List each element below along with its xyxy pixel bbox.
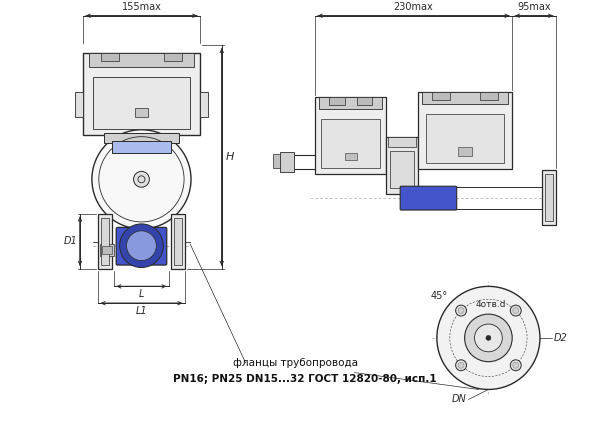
Circle shape — [458, 308, 464, 313]
Circle shape — [437, 286, 540, 389]
Bar — [357, 97, 373, 105]
Bar — [93, 77, 190, 129]
Text: DN: DN — [452, 394, 467, 404]
Bar — [458, 147, 472, 156]
Circle shape — [513, 308, 518, 313]
Bar — [329, 97, 344, 105]
Bar — [388, 137, 416, 147]
Bar — [273, 153, 280, 168]
Bar — [135, 108, 148, 117]
Bar — [426, 114, 504, 164]
Bar — [75, 92, 83, 117]
Text: 155max: 155max — [122, 2, 161, 12]
FancyBboxPatch shape — [400, 186, 457, 210]
Text: 45°: 45° — [430, 291, 447, 301]
Text: фланцы трубопровода: фланцы трубопровода — [232, 358, 357, 368]
Circle shape — [456, 305, 467, 316]
Bar — [98, 214, 112, 269]
Bar — [422, 92, 508, 104]
Text: 230max: 230max — [394, 2, 434, 12]
Bar — [164, 53, 182, 61]
Bar — [102, 246, 112, 254]
Circle shape — [486, 335, 491, 340]
Bar — [545, 174, 553, 221]
Circle shape — [510, 305, 521, 316]
Bar — [432, 92, 450, 100]
Circle shape — [127, 231, 156, 261]
Circle shape — [458, 362, 464, 368]
Bar — [391, 151, 414, 188]
Circle shape — [92, 130, 191, 229]
Bar — [101, 218, 109, 265]
Circle shape — [456, 360, 467, 371]
Bar — [104, 133, 179, 143]
Bar — [542, 170, 556, 225]
Text: L: L — [139, 290, 144, 299]
Bar — [480, 92, 498, 100]
Bar — [200, 92, 208, 117]
Bar — [418, 92, 512, 169]
FancyBboxPatch shape — [116, 227, 167, 265]
Bar — [386, 137, 418, 194]
Bar — [101, 53, 119, 61]
Text: D2: D2 — [554, 333, 568, 343]
Bar — [83, 53, 200, 135]
Text: H: H — [226, 152, 234, 162]
Circle shape — [120, 224, 163, 267]
Circle shape — [513, 362, 518, 368]
Bar — [89, 53, 194, 67]
Circle shape — [475, 324, 502, 352]
Bar — [280, 152, 294, 172]
Text: 4отв.d: 4отв.d — [475, 300, 506, 309]
Bar — [344, 152, 357, 160]
Text: D1: D1 — [63, 236, 77, 246]
Bar — [112, 141, 171, 152]
Bar — [319, 97, 383, 109]
Bar — [321, 119, 380, 168]
Circle shape — [464, 314, 512, 362]
Bar — [174, 218, 182, 265]
Bar — [100, 244, 114, 255]
Bar — [315, 97, 386, 174]
Text: 95max: 95max — [517, 2, 551, 12]
Text: PN16; PN25 DN15...32 ГОСТ 12820-80, исп.1: PN16; PN25 DN15...32 ГОСТ 12820-80, исп.… — [173, 373, 437, 384]
Circle shape — [133, 171, 149, 187]
Bar — [171, 214, 185, 269]
Circle shape — [510, 360, 521, 371]
Text: L1: L1 — [136, 306, 147, 316]
